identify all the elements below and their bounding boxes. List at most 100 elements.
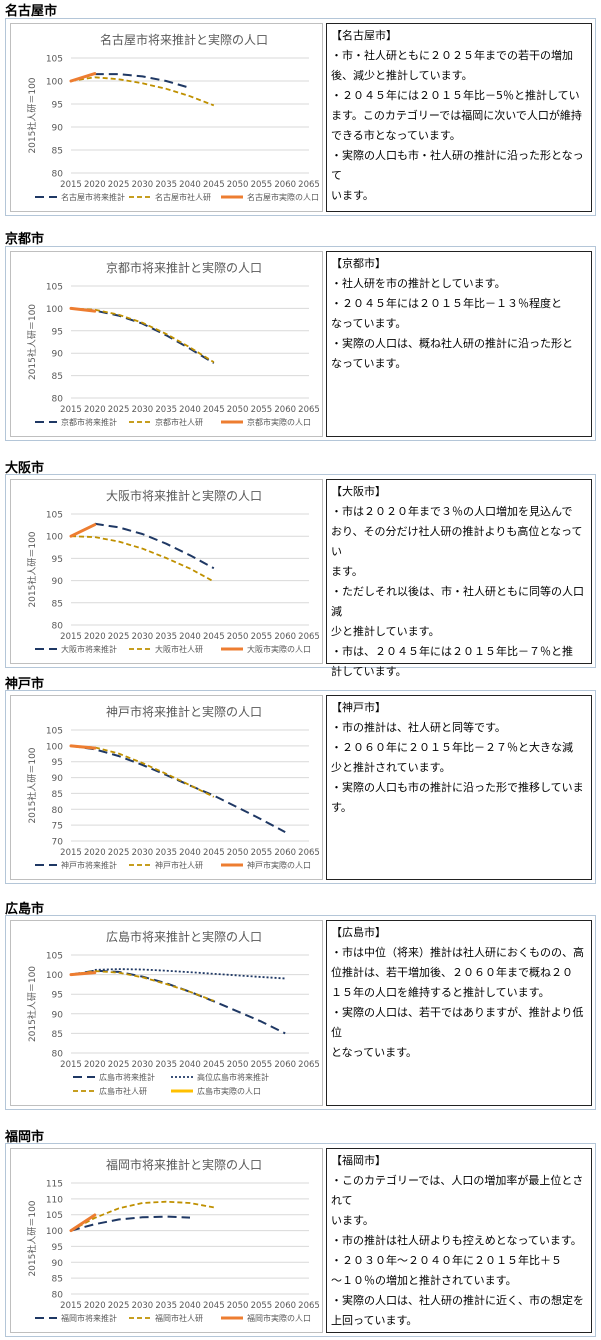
chart-hiroshima: 広島市将来推計と実際の人口 80 85 90 95 100 105 2015 2020 2025 2… bbox=[10, 920, 323, 1106]
x-tick-label: 2025 bbox=[108, 180, 130, 190]
x-tick-label: 2055 bbox=[251, 848, 273, 858]
x-tick-label: 2035 bbox=[155, 848, 177, 858]
x-tick-label: 2040 bbox=[179, 1301, 201, 1311]
x-tick-label: 2020 bbox=[84, 180, 106, 190]
section-title-osaka: 大阪市 bbox=[5, 461, 45, 476]
y-tick-label: 95 bbox=[52, 758, 63, 768]
x-tick-label: 2040 bbox=[179, 848, 201, 858]
x-tick-label: 2035 bbox=[155, 405, 177, 415]
y-tick-label: 85 bbox=[52, 147, 63, 157]
x-tick-label: 2055 bbox=[251, 1301, 273, 1311]
y-tick-label: 85 bbox=[52, 790, 63, 800]
chart-title: 京都市将来推計と実際の人口 bbox=[106, 260, 262, 275]
text-line: います。 bbox=[331, 189, 374, 202]
chart-title: 名古屋市将来推計と実際の人口 bbox=[100, 32, 268, 47]
chart-svg-nagoya: 名古屋市将来推計と実際の人口 80 85 90 95 100 105 2015 2020 2025… bbox=[26, 32, 320, 202]
section-panel-kyoto: 京都市将来推計と実際の人口 80 85 90 95 100 105 2015 2020 2025 2… bbox=[5, 246, 596, 441]
series-line bbox=[70, 1200, 214, 1232]
x-tick-label: 2065 bbox=[298, 1301, 320, 1311]
text-line: 位推計は、若干増加後、２０６０年まで概ね２０ bbox=[331, 966, 573, 979]
x-tick-label: 2025 bbox=[108, 405, 130, 415]
text-line: 上回っています。 bbox=[331, 1314, 418, 1327]
y-tick-label: 90 bbox=[52, 1010, 64, 1020]
legend-label: 広島市実際の人口 bbox=[197, 1086, 261, 1096]
x-tick-label: 2040 bbox=[179, 632, 201, 642]
text-line: ・２０４５年には２０１５年比－5％と推計してい bbox=[331, 89, 580, 102]
y-tick-label: 90 bbox=[52, 124, 64, 134]
x-tick-label: 2015 bbox=[60, 1301, 82, 1311]
text-line: ・２０３０年～２０４０年に２０１５年比＋５ bbox=[331, 1254, 562, 1267]
y-axis-label: 2015社人研＝100 bbox=[26, 747, 38, 823]
y-tick-label: 100 bbox=[46, 305, 63, 315]
text-line: ・市は２０２０年まで３％の人口増加を見込んで bbox=[331, 505, 573, 518]
x-tick-label: 2050 bbox=[227, 1060, 249, 1070]
y-tick-label: 100 bbox=[46, 971, 63, 981]
x-tick-label: 2065 bbox=[298, 1060, 320, 1070]
y-axis-label: 2015社人研＝100 bbox=[26, 966, 38, 1042]
section-title-kyoto: 京都市 bbox=[5, 232, 45, 247]
text-line: ～１０％の増加と推計されています。 bbox=[331, 1274, 517, 1287]
series-line bbox=[70, 76, 215, 107]
y-tick-label: 95 bbox=[52, 327, 63, 337]
x-tick-label: 2055 bbox=[251, 1060, 273, 1070]
x-tick-label: 2065 bbox=[298, 180, 320, 190]
text-box-osaka: 【大阪市】 ・市は２０２０年まで３％の人口増加を見込んで おり、その分だけ社人研… bbox=[326, 479, 592, 678]
x-tick-label: 2050 bbox=[227, 405, 249, 415]
text-line: 後、減少と推計しています。 bbox=[331, 69, 473, 82]
legend-label: 広島市将来推計 bbox=[99, 1072, 155, 1082]
text-box-hiroshima: 【広島市】 ・市は中位（将来）推計は社人研におくものの、高 位推計は、若干増加後… bbox=[326, 920, 592, 1106]
x-tick-label: 2015 bbox=[60, 1060, 82, 1070]
series-line bbox=[70, 535, 215, 583]
y-tick-label: 90 bbox=[52, 1259, 64, 1269]
legend-label: 福岡市実際の人口 bbox=[247, 1313, 311, 1323]
x-tick-label: 2060 bbox=[274, 632, 296, 642]
text-line: 【神戸市】 bbox=[331, 701, 386, 714]
text-line: 【京都市】 bbox=[331, 257, 386, 270]
y-tick-label: 100 bbox=[46, 78, 63, 88]
y-tick-label: 80 bbox=[52, 395, 64, 405]
text-line: ・実際の人口は、概ね社人研の推計に沿った形と bbox=[331, 337, 573, 350]
y-tick-label: 80 bbox=[52, 170, 64, 180]
legend-label: 大阪市実際の人口 bbox=[247, 644, 311, 654]
text-line: なっています。 bbox=[331, 317, 407, 330]
y-tick-label: 100 bbox=[46, 533, 63, 543]
section-title-fukuoka: 福岡市 bbox=[5, 1130, 45, 1145]
section-title-kobe: 神戸市 bbox=[5, 677, 45, 692]
series-line bbox=[70, 970, 215, 1002]
legend-label: 名古屋市実際の人口 bbox=[247, 192, 319, 202]
legend-label: 大阪市将来推計 bbox=[61, 644, 117, 654]
y-tick-label: 95 bbox=[52, 555, 63, 565]
legend-label: 神戸市将来推計 bbox=[61, 860, 117, 870]
legend-label: 福岡市社人研 bbox=[155, 1313, 203, 1323]
y-tick-label: 85 bbox=[52, 599, 63, 609]
text-line: おり、その分だけ社人研の推計よりも高位となってい bbox=[331, 525, 583, 558]
y-tick-label: 105 bbox=[46, 1211, 63, 1221]
y-tick-label: 85 bbox=[52, 1030, 63, 1040]
y-tick-label: 80 bbox=[52, 1291, 64, 1301]
legend-label: 神戸市実際の人口 bbox=[247, 860, 311, 870]
legend-label: 福岡市将来推計 bbox=[61, 1313, 117, 1323]
y-tick-label: 90 bbox=[52, 577, 64, 587]
y-tick-label: 100 bbox=[46, 1227, 63, 1237]
series-line bbox=[69, 306, 97, 313]
y-tick-label: 80 bbox=[52, 806, 64, 816]
series-line bbox=[70, 745, 215, 798]
chart-title: 神戸市将来推計と実際の人口 bbox=[106, 704, 262, 719]
section-panel-osaka: 大阪市将来推計と実際の人口 80 85 90 95 100 105 2015 2020 2025 2… bbox=[5, 474, 596, 678]
text-line: 少と推計されています。 bbox=[331, 761, 451, 774]
text-line: ・市の推計は社人研よりも控えめとなっています。 bbox=[331, 1234, 582, 1247]
chart-title: 広島市将来推計と実際の人口 bbox=[106, 929, 262, 944]
text-box-kobe: 【神戸市】 ・市の推計は、社人研と同等です。 ・２０６０年に２０１５年比－２７％… bbox=[326, 695, 592, 880]
x-tick-label: 2035 bbox=[155, 1060, 177, 1070]
legend-label: 京都市将来推計 bbox=[61, 417, 117, 427]
text-line: ・実際の人口は、社人研の推計に近く、市の想定を bbox=[331, 1294, 584, 1307]
legend-label: 名古屋市社人研 bbox=[155, 192, 211, 202]
text-box-fukuoka: 【福岡市】 ・このカテゴリーでは、人口の増加率が最上位とされて います。 ・市の… bbox=[326, 1148, 592, 1333]
y-axis-label: 2015社人研＝100 bbox=[26, 531, 38, 607]
x-tick-label: 2035 bbox=[155, 1301, 177, 1311]
text-line: ・市の推計は、社人研と同等です。 bbox=[331, 721, 506, 734]
x-tick-label: 2055 bbox=[251, 405, 273, 415]
y-tick-label: 105 bbox=[46, 55, 63, 65]
